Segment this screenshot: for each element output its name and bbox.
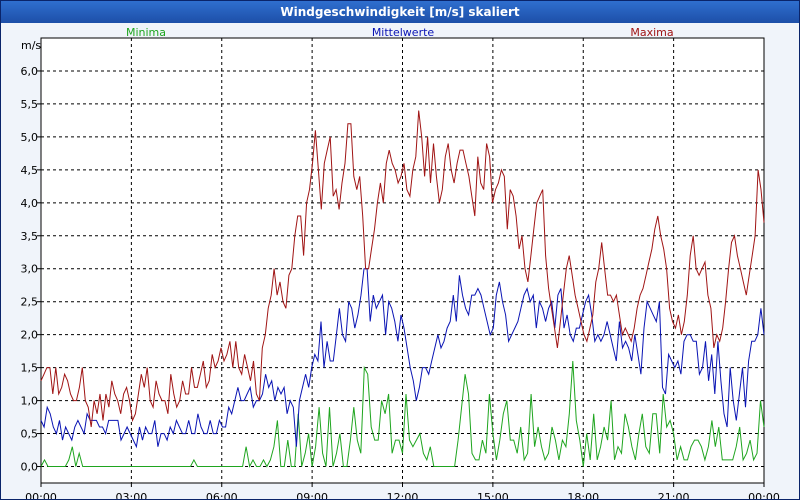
x-tick-time: 21:00 — [658, 491, 690, 499]
y-tick-label: 4,0 — [21, 197, 39, 210]
series-maxima-line — [40, 110, 765, 428]
legend-minima: Minima — [126, 26, 166, 39]
series-lines — [40, 110, 765, 469]
x-axis: 00:0020.06.1203:0020.06.1206:0020.06.120… — [25, 483, 780, 499]
series-mittelwerte-line — [40, 268, 765, 449]
x-tick-time: 09:00 — [296, 491, 328, 499]
x-tick-time: 06:00 — [206, 491, 238, 499]
x-tick-time: 03:00 — [116, 491, 148, 499]
chart-title: Windgeschwindigkeit [m/s] skaliert — [280, 5, 520, 19]
y-tick-label: 3,0 — [21, 263, 39, 276]
line-chart: 0,00,51,01,52,02,53,03,54,04,55,05,56,0 … — [21, 26, 780, 499]
y-tick-label: 0,5 — [21, 428, 39, 441]
y-axis-label: m/s — [21, 39, 41, 52]
y-tick-label: 2,0 — [21, 329, 39, 342]
y-tick-label: 5,5 — [21, 98, 39, 111]
title-bar: Windgeschwindigkeit [m/s] skaliert — [1, 1, 799, 23]
y-tick-label: 0,0 — [21, 461, 39, 474]
y-tick-label: 4,5 — [21, 164, 39, 177]
x-tick-time: 00:00 — [748, 491, 780, 499]
series-minima-line — [40, 360, 765, 469]
y-tick-label: 5,0 — [21, 131, 39, 144]
y-tick-label: 1,5 — [21, 362, 39, 375]
y-tick-label: 6,0 — [21, 65, 39, 78]
legend-mittelwerte: Mittelwerte — [372, 26, 435, 39]
y-tick-label: 2,5 — [21, 296, 39, 309]
y-tick-label: 3,5 — [21, 230, 39, 243]
x-tick-time: 18:00 — [567, 491, 599, 499]
y-axis: 0,0 0,5 1,0 1,5 2,0 2,5 3,0 3,5 4,0 4,5 5,0 5,5 6,0 — [21, 65, 41, 474]
x-tick-time: 00:00 — [25, 491, 57, 499]
x-tick-time: 12:00 — [387, 491, 419, 499]
y-tick-label: 1,0 — [21, 395, 39, 408]
legend-maxima: Maxima — [630, 26, 673, 39]
x-tick-time: 15:00 — [477, 491, 509, 499]
